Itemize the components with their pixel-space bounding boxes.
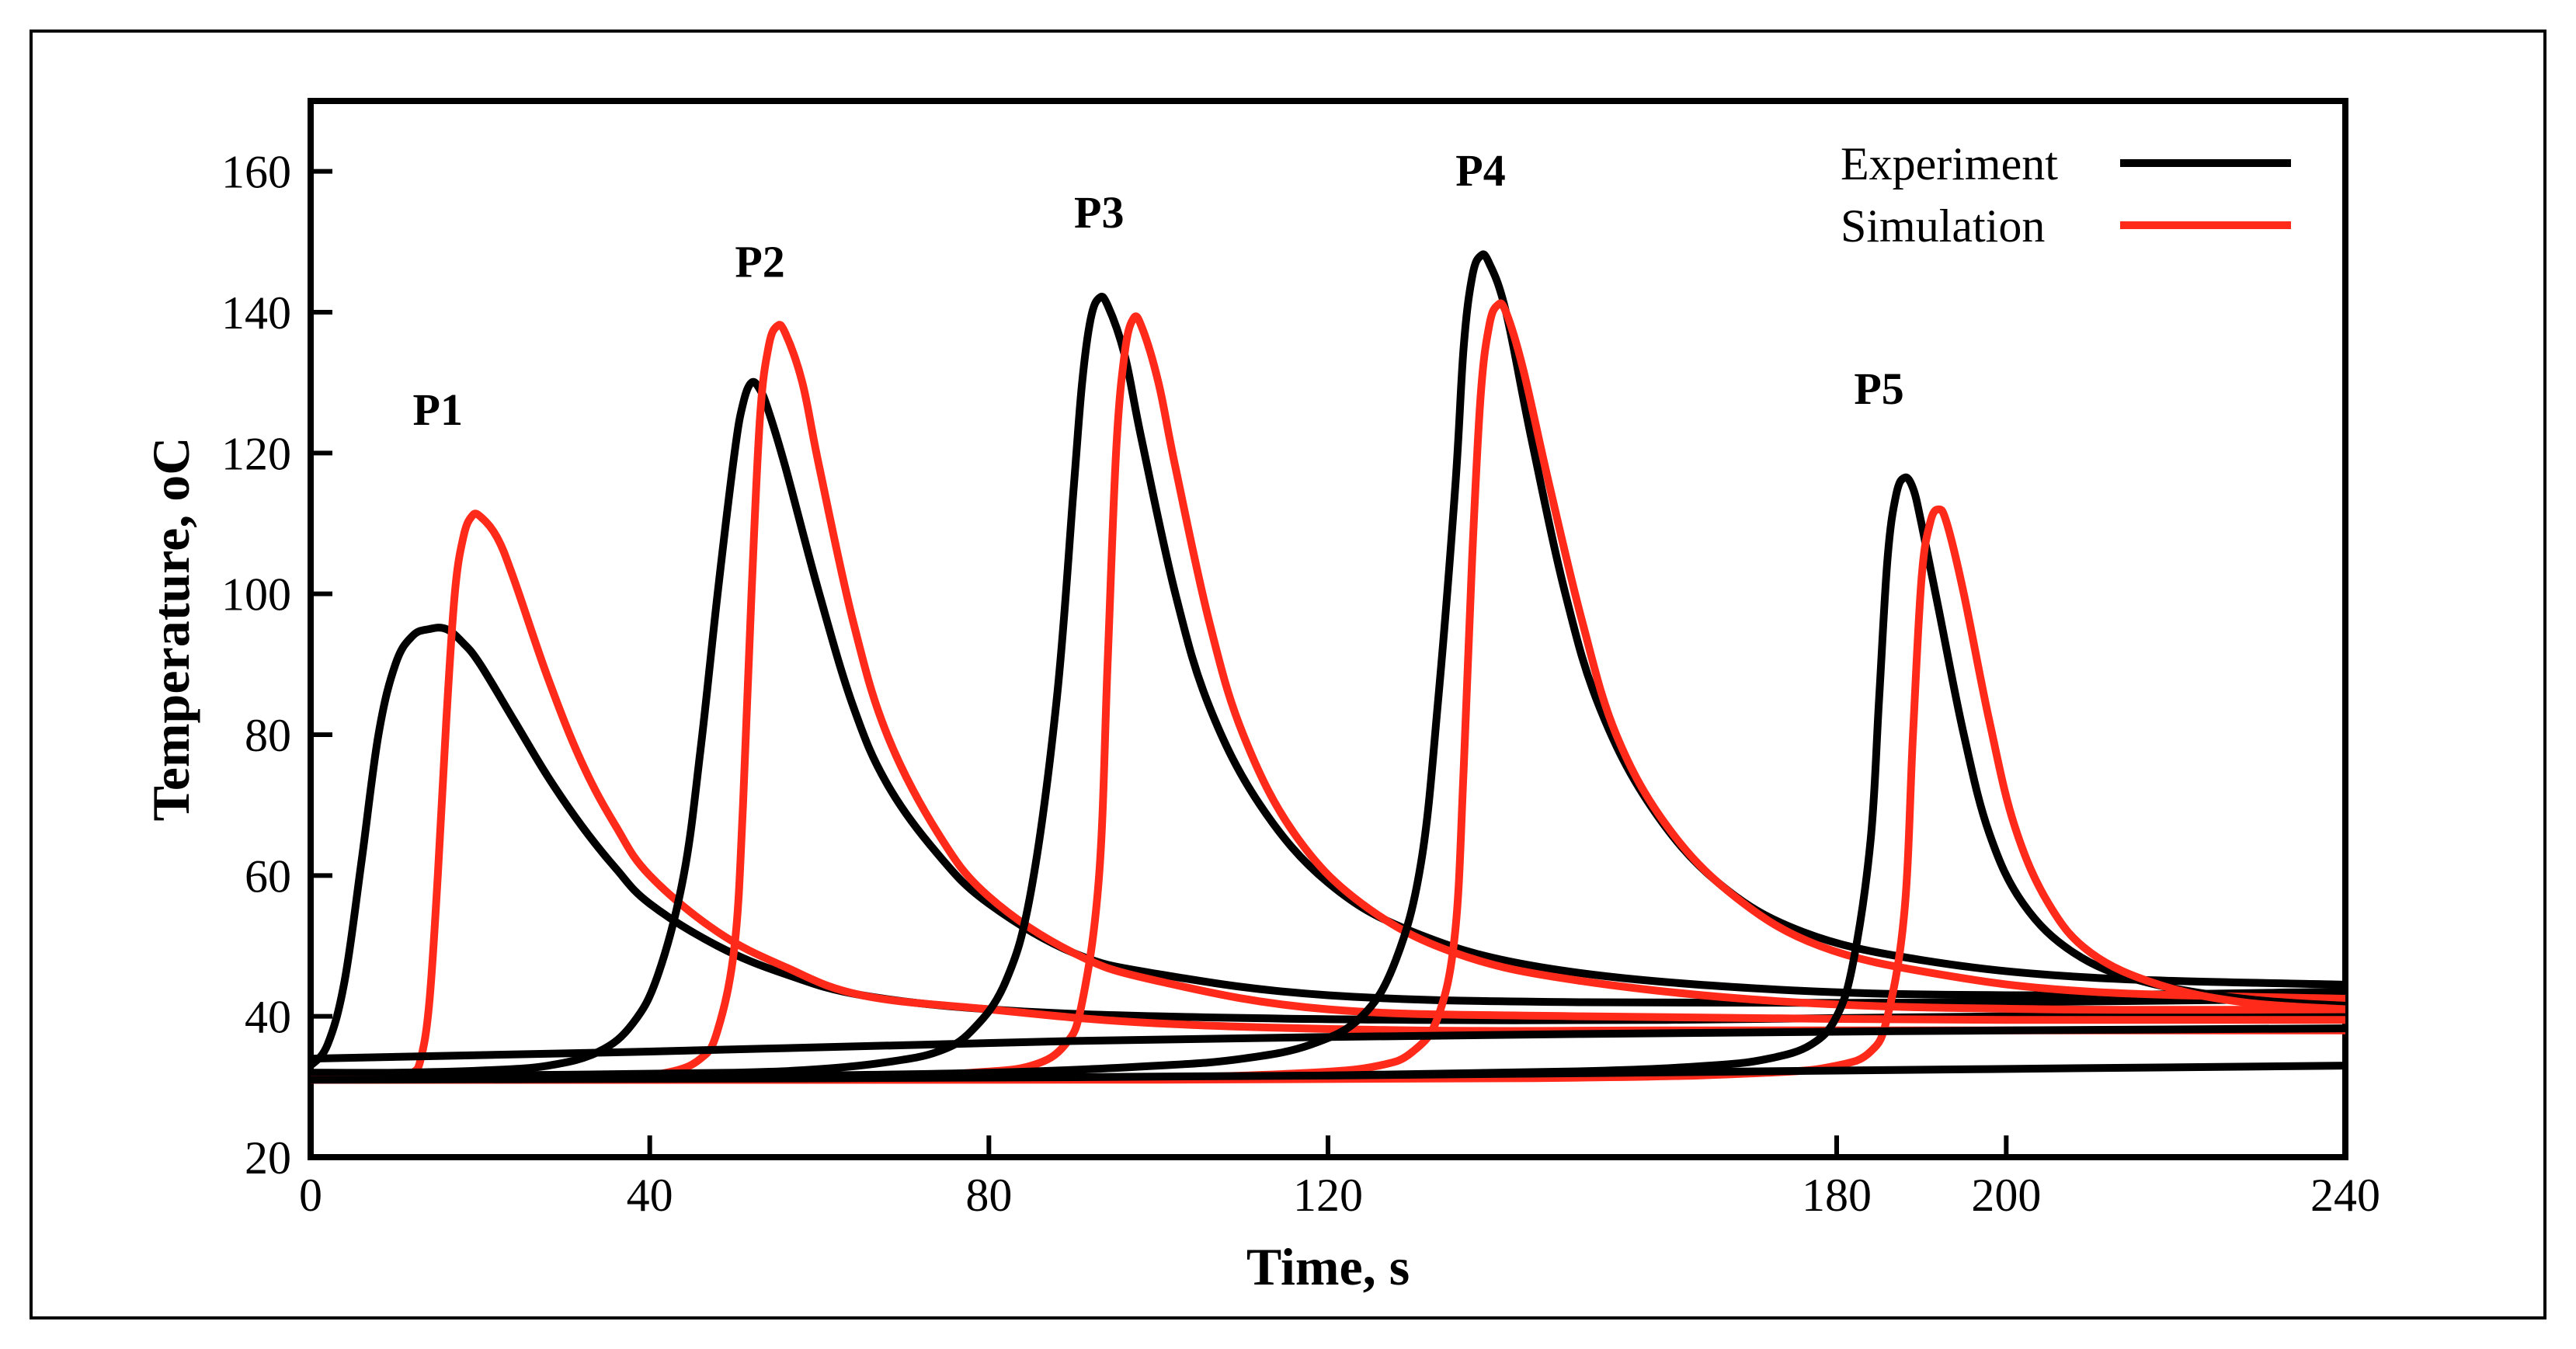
y-tick-label: 20 [245, 1132, 291, 1184]
peak-label-P3: P3 [1074, 187, 1124, 238]
x-tick-label: 180 [1802, 1170, 1872, 1221]
y-tick-label: 120 [221, 428, 291, 479]
x-tick-label: 0 [299, 1170, 322, 1221]
y-axis-label: Temperature, oC [141, 437, 200, 822]
x-tick-label: 240 [2310, 1170, 2380, 1221]
x-tick-label: 40 [627, 1170, 673, 1221]
chart-svg: 0 40 80 120 180 200 240 Time, s 20 40 60 80 100 120 14… [0, 0, 2576, 1349]
x-axis-label: Time, s [1246, 1237, 1410, 1296]
legend-label-0: Experiment [1841, 138, 2058, 189]
legend-label-1: Simulation [1841, 200, 2045, 252]
y-tick-label: 80 [245, 710, 291, 761]
peak-label-P4: P4 [1455, 145, 1505, 196]
y-tick-label: 160 [221, 147, 291, 198]
y-tick-label: 40 [245, 992, 291, 1043]
peak-label-P1: P1 [413, 384, 463, 435]
x-tick-label: 200 [1971, 1170, 2041, 1221]
y-tick-label: 100 [221, 569, 291, 621]
peak-label-P2: P2 [735, 237, 784, 287]
x-tick-label: 80 [965, 1170, 1012, 1221]
y-tick-label: 140 [221, 287, 291, 339]
y-tick-label: 60 [245, 850, 291, 902]
x-tick-label: 120 [1293, 1170, 1363, 1221]
peak-label-P5: P5 [1854, 363, 1903, 414]
chart-wrapper: 0 40 80 120 180 200 240 Time, s 20 40 60 80 100 120 14… [0, 0, 2576, 1349]
